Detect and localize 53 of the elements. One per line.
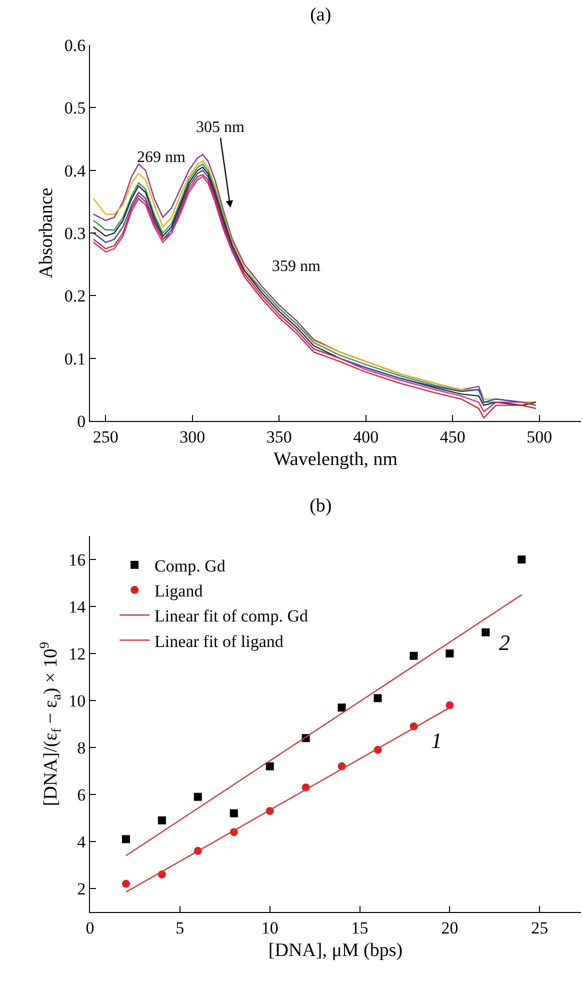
point — [338, 704, 346, 712]
y-tick-label: 0.6 — [64, 36, 86, 55]
annotation: 2 — [499, 630, 510, 655]
annotation: 305 nm — [196, 119, 245, 136]
y-tick-label: 16 — [68, 550, 86, 570]
y-tick-label: 10 — [68, 691, 86, 710]
point — [410, 652, 418, 660]
y-tick-label: 0.1 — [64, 349, 86, 368]
annotation: 269 nm — [137, 149, 186, 166]
x-tick-label: 450 — [440, 427, 466, 446]
y-tick-label: 12 — [68, 644, 86, 664]
x-tick-label: 20 — [441, 918, 458, 938]
point — [158, 816, 166, 824]
x-tick-label: 15 — [351, 918, 368, 938]
x-tick-label: 350 — [266, 427, 292, 446]
legend-label: Linear fit of comp. Gd — [154, 606, 308, 626]
x-axis-title: [DNA], μM (bps) — [268, 940, 403, 962]
point — [446, 650, 454, 658]
legend-label: Comp. Gd — [154, 556, 226, 576]
y-tick-label: 0.2 — [64, 286, 86, 306]
point — [230, 809, 238, 818]
x-tick-label: 300 — [180, 427, 206, 446]
legend-label: Linear fit of ligand — [154, 632, 284, 651]
point — [266, 762, 274, 770]
point — [446, 701, 454, 710]
chart-title: (a) — [310, 4, 332, 26]
point — [482, 628, 490, 636]
point — [194, 792, 202, 801]
y-tick-label: 4 — [77, 832, 86, 852]
annotation: 1 — [431, 728, 442, 753]
point — [122, 835, 130, 844]
legend-label: Ligand — [154, 582, 204, 601]
y-tick-label: 6 — [77, 785, 86, 804]
x-tick-label: 10 — [261, 918, 278, 938]
y-tick-label: 8 — [77, 738, 86, 758]
annotation: 359 nm — [272, 258, 321, 275]
y-tick-label: 0 — [77, 412, 86, 431]
x-tick-label: 400 — [353, 427, 379, 446]
x-axis-title: Wavelength, nm — [273, 449, 398, 470]
y-tick-label: 2 — [77, 879, 86, 898]
x-tick-label: 500 — [526, 427, 552, 446]
point — [374, 694, 382, 702]
y-tick-label: 0.5 — [64, 98, 86, 118]
y-tick-label: 14 — [68, 597, 86, 616]
y-tick-label: 0.4 — [64, 161, 86, 180]
point — [122, 880, 130, 888]
y-axis-title: Absorbance — [36, 188, 58, 278]
y-tick-label: 0.3 — [64, 224, 86, 243]
x-tick-label: 25 — [531, 918, 548, 938]
point — [518, 556, 526, 564]
chart-title: (b) — [310, 496, 332, 517]
x-tick-label: 5 — [176, 918, 184, 938]
x-tick-label: 250 — [92, 427, 118, 446]
